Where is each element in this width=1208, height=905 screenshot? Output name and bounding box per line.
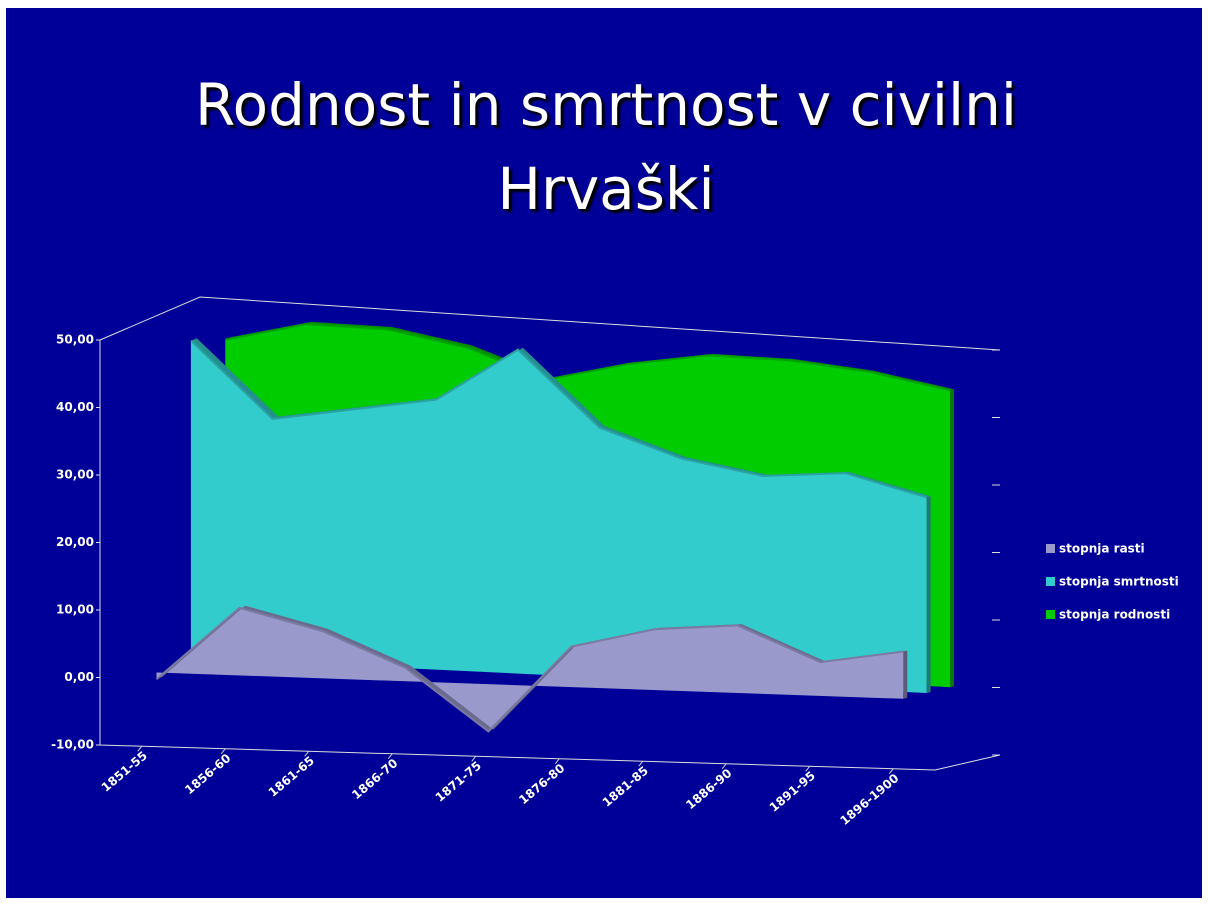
area-fill [190,340,927,693]
legend-swatch [1046,577,1055,586]
legend-label: stopnja smrtnosti [1059,575,1179,589]
x-tick-label: 1896-1900 [837,771,901,828]
y-tick-label: 30,00 [56,468,94,482]
area-side [926,496,931,693]
area-fill [156,607,904,732]
area-line [190,339,927,499]
legend-label: stopnja rodnosti [1059,608,1170,622]
slide: Rodnost in smrtnost v civilni Hrvaški -1… [6,8,1202,898]
x-tick [638,760,644,767]
legend-swatch [1046,610,1055,619]
x-tick-label: 1871-75 [433,759,484,805]
x-tick [304,750,310,757]
floor-frame [934,754,1001,771]
x-tick-label: 1876-80 [516,761,567,807]
area-top [156,605,908,732]
y-tick-label: 20,00 [56,535,94,549]
x-tick-label: 1891-95 [767,769,818,815]
x-tick-label: 1881-85 [600,764,651,810]
area-side [903,650,908,699]
legend-label: stopnja rasti [1059,542,1145,556]
y-tick-label: -10,00 [51,738,94,752]
x-tick [888,768,894,775]
area-line [225,323,951,392]
area-line [155,606,904,733]
x-tick [471,755,477,762]
x-tick-label: 1856-60 [182,751,233,797]
y-tick-label: 50,00 [56,333,94,347]
x-tick-label: 1851-55 [99,749,150,795]
legend-swatch [1046,544,1055,553]
y-tick-label: 40,00 [56,400,94,414]
chart-title: Rodnost in smrtnost v civilni Hrvaški [194,71,1018,223]
area-side [950,389,954,688]
x-tick-label: 1861-65 [266,754,317,800]
back-wall-frame [99,296,1001,351]
x-tick-label: 1886-90 [683,766,734,812]
y-tick-label: 10,00 [56,603,94,617]
y-tick-label: 0,00 [64,670,94,684]
x-tick-label: 1866-70 [349,756,400,802]
x-tick [387,753,393,760]
x-tick [805,765,811,772]
x-tick [721,763,727,770]
x-tick [137,745,143,752]
chart: -10,00 0,00 10,00 20,00 30,00 40,00 50,00 1851-… [51,296,1179,828]
x-tick [554,758,560,765]
x-tick [220,748,226,755]
